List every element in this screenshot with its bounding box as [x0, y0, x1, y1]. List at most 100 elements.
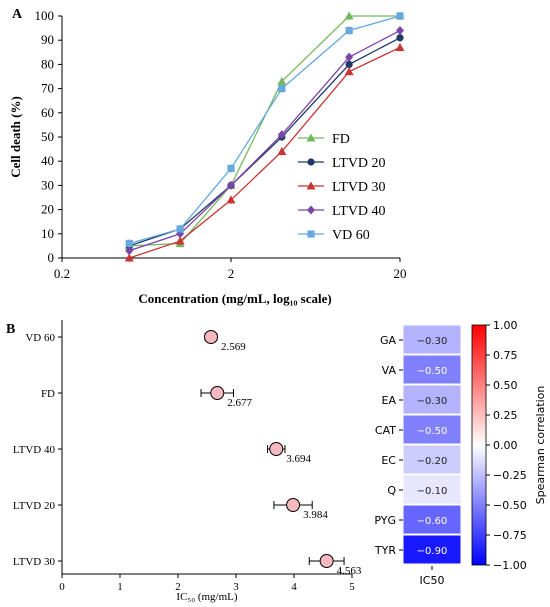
y-tick-label: 70	[41, 81, 54, 96]
heatmap-column-label: IC50	[420, 574, 445, 587]
heatmap-cell-label: −0.50	[417, 426, 448, 437]
series-vd-60	[125, 12, 404, 248]
data-point-ltvd-30	[175, 236, 185, 245]
panel-a-y-ticks: 0 10 20 30 40 50 60 70 80 90 100	[35, 8, 62, 265]
heatmap-cell	[402, 534, 462, 565]
colorbar-label: Spearman correlation	[534, 386, 547, 505]
heatmap-cell-label: −0.30	[417, 336, 448, 347]
ic50-point	[286, 498, 301, 512]
legend-label-fd: FD	[332, 132, 350, 147]
colorbar	[471, 324, 487, 566]
panel-a-x-axis-label: Concentration (mg/mL, log₁₀ scale)	[138, 291, 331, 306]
colorbar-tick-label: −0.25	[493, 469, 527, 482]
panel-b-points: 2.569 2.677 3.694 3.984 4.563	[200, 330, 362, 577]
ic50-value-label: 2.569	[221, 341, 246, 353]
panel-a-x-ticks: 0.2 2 20	[54, 258, 407, 281]
category-label: FD	[41, 388, 55, 400]
ic50-point	[269, 442, 284, 456]
legend-label-vd-60: VD 60	[332, 228, 370, 243]
data-point-vd-60	[278, 85, 286, 93]
heatmap-cell-label: −0.90	[417, 546, 448, 557]
legend-marker-ltvd-20	[307, 158, 315, 166]
x-tick-label: 4	[291, 581, 297, 593]
category-label: LTVD 20	[13, 500, 56, 512]
heatmap-cell-label: −0.30	[417, 396, 448, 407]
data-point-ltvd-30	[124, 253, 134, 262]
ic50-value-label: 3.694	[286, 453, 311, 465]
data-point-ltvd-30	[344, 67, 354, 76]
panel-a-legend: FD LTVD 20 LTVD 30 LTVD 40 VD 60	[298, 132, 386, 243]
heatmap-cell-label: −0.10	[417, 486, 448, 497]
legend-marker-fd	[306, 133, 316, 142]
x-tick-label: 5	[349, 581, 355, 593]
data-point-ltvd-40	[227, 180, 235, 190]
x-tick-label: 2	[175, 581, 181, 593]
heatmap-cells: −0.30 GA −0.50 VA −0.30 EA −0.50 CAT −0.20 EC −0.1…	[374, 324, 462, 565]
data-point-ltvd-40	[277, 130, 286, 140]
x-tick-label: 2	[228, 266, 235, 281]
legend-marker-ltvd-40	[307, 205, 315, 215]
ic50-point	[210, 386, 225, 400]
category-label: VD 60	[25, 332, 55, 344]
data-point-ltvd-40	[125, 246, 134, 256]
y-tick-label: 30	[41, 177, 54, 192]
data-point-fd	[277, 76, 287, 85]
colorbar-tick-label: 0.75	[493, 349, 518, 362]
heatmap-row-label: Q	[387, 484, 396, 497]
data-point-ltvd-20	[396, 34, 404, 42]
panel-b-axes	[61, 320, 352, 575]
x-tick-label: 20	[394, 266, 407, 281]
heatmap-cell	[402, 444, 462, 475]
heatmap-row-label: EC	[381, 454, 396, 467]
data-point-ltvd-30	[277, 147, 287, 156]
colorbar-tick-label: 0.00	[493, 439, 518, 452]
series-line-ltvd-40	[129, 29, 401, 252]
colorbar-tick-label: −0.50	[493, 499, 527, 512]
y-tick-label: 80	[41, 56, 54, 71]
heatmap-cell	[402, 504, 462, 535]
ic50-value-label: 2.677	[227, 397, 252, 409]
category-label: LTVD 40	[13, 444, 56, 456]
y-tick-label: 60	[41, 105, 54, 120]
ic50-value-label: 3.984	[303, 509, 328, 521]
heatmap-row-label: PYG	[374, 514, 396, 527]
heatmap-row-label: VA	[382, 364, 397, 377]
heatmap-cell-label: −0.50	[417, 366, 448, 377]
heatmap-row-label: EA	[382, 394, 397, 407]
data-point-ltvd-40	[396, 26, 404, 36]
x-tick-label: 3	[233, 581, 239, 593]
panel-b-x-ticks: 0 1 2 3 4 5	[59, 574, 355, 593]
series-ltvd-40	[125, 26, 404, 256]
heatmap-cell-label: −0.60	[417, 516, 448, 527]
colorbar-tick-label: 1.00	[493, 319, 518, 332]
panel-a-label: A	[12, 7, 23, 22]
data-point-ltvd-20	[345, 60, 353, 68]
data-point-ltvd-30	[395, 42, 405, 51]
x-tick-label: 0	[59, 581, 65, 593]
panel-b-categories: VD 60 FD LTVD 40 LTVD 20 LTVD 30	[13, 332, 62, 568]
y-tick-label: 20	[41, 202, 54, 217]
x-tick-label: 0.2	[54, 266, 70, 281]
y-tick-label: 50	[41, 129, 54, 144]
heatmap-row-label: GA	[380, 334, 397, 347]
heatmap-cell-label: −0.20	[417, 456, 448, 467]
data-point-vd-60	[396, 12, 404, 20]
colorbar-tick-label: −0.75	[493, 529, 527, 542]
data-point-fd	[344, 11, 354, 20]
heatmap-cell	[402, 414, 462, 445]
y-tick-label: 90	[41, 32, 54, 47]
data-point-vd-60	[176, 225, 184, 233]
ic50-value-label: 4.563	[337, 565, 362, 577]
colorbar-tick-label: −1.00	[493, 559, 527, 572]
legend-marker-vd-60	[307, 230, 315, 238]
y-tick-label: 40	[41, 153, 54, 168]
data-point-ltvd-30	[226, 195, 236, 204]
data-point-ltvd-40	[345, 52, 354, 62]
heatmap-row-label: TYR	[374, 544, 396, 557]
panel-b-x-axis-label: IC₅₀ (mg/mL)	[176, 591, 237, 603]
series-line-ltvd-30	[129, 46, 401, 259]
data-point-vd-60	[125, 239, 133, 248]
panel-b-label: B	[6, 322, 15, 337]
series-ltvd-30	[124, 42, 405, 262]
